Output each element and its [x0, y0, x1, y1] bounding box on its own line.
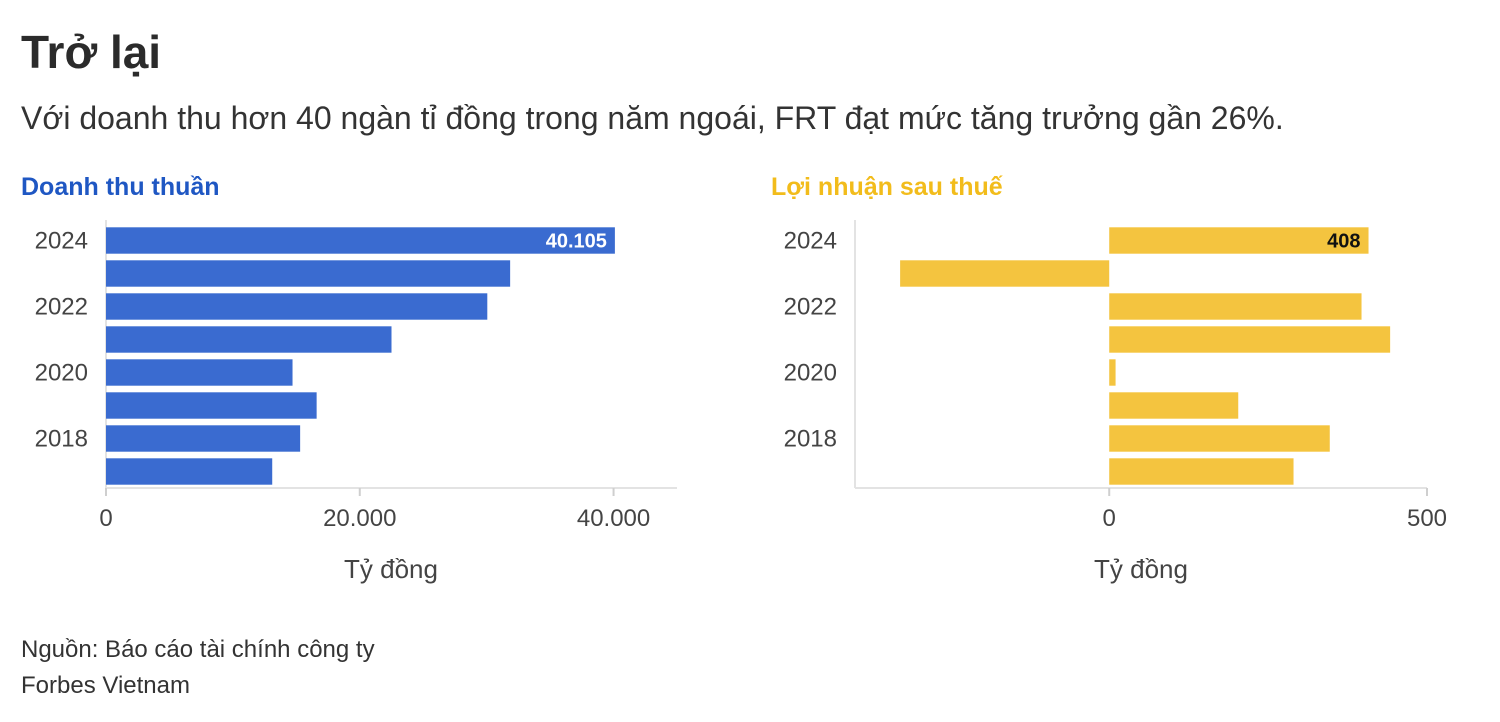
data-label-2024: 408 — [1327, 231, 1360, 253]
y-tick-label: 2018 — [35, 426, 88, 453]
profit-chart-title: Lợi nhuận sau thuế — [771, 173, 1003, 201]
bar-2022 — [106, 293, 488, 320]
bar-2024 — [106, 227, 615, 254]
brand-note: Forbes Vietnam — [21, 672, 190, 699]
bar-2022 — [1109, 293, 1362, 320]
x-tick-label: 0 — [99, 505, 112, 532]
x-tick-label: 40.000 — [577, 505, 650, 532]
x-tick-label: 0 — [1103, 505, 1116, 532]
x-axis-title: Tỷ đồng — [344, 554, 438, 584]
page-subtitle: Với doanh thu hơn 40 ngàn tỉ đồng trong … — [21, 100, 1284, 136]
y-tick-label: 2022 — [35, 294, 88, 321]
revenue-chart-title: Doanh thu thuần — [21, 173, 220, 201]
y-tick-label: 2022 — [784, 294, 837, 321]
bar-2020 — [106, 359, 293, 386]
bar-2023 — [900, 260, 1110, 287]
bar-2018 — [1109, 425, 1330, 452]
x-axis-title: Tỷ đồng — [1094, 554, 1188, 584]
data-label-2024: 40.105 — [546, 231, 607, 253]
bar-2017 — [106, 458, 273, 485]
x-tick-label: 20.000 — [323, 505, 396, 532]
bar-2017 — [1109, 458, 1294, 485]
y-tick-label: 2024 — [35, 228, 88, 255]
bar-2020 — [1109, 359, 1116, 386]
bar-2019 — [1109, 392, 1239, 419]
profit-bar-chart: 2024 408 2022 2020 2018 0 500 Tỷ đồng — [784, 220, 1447, 584]
y-tick-label: 2020 — [35, 360, 88, 387]
source-note: Nguồn: Báo cáo tài chính công ty — [21, 636, 375, 663]
bar-2021 — [1109, 326, 1391, 353]
page-title: Trở lại — [21, 26, 162, 78]
x-tick-label: 500 — [1407, 505, 1447, 532]
bar-2021 — [106, 326, 392, 353]
y-tick-label: 2018 — [784, 426, 837, 453]
bar-2024 — [1109, 227, 1369, 254]
bar-2019 — [106, 392, 317, 419]
y-tick-label: 2024 — [784, 228, 837, 255]
revenue-bar-chart: 2024 40.105 2022 2020 2018 0 20.000 40.000 Tỷ đồ… — [35, 220, 677, 584]
y-tick-label: 2020 — [784, 360, 837, 387]
bar-2023 — [106, 260, 511, 287]
bar-2018 — [106, 425, 301, 452]
